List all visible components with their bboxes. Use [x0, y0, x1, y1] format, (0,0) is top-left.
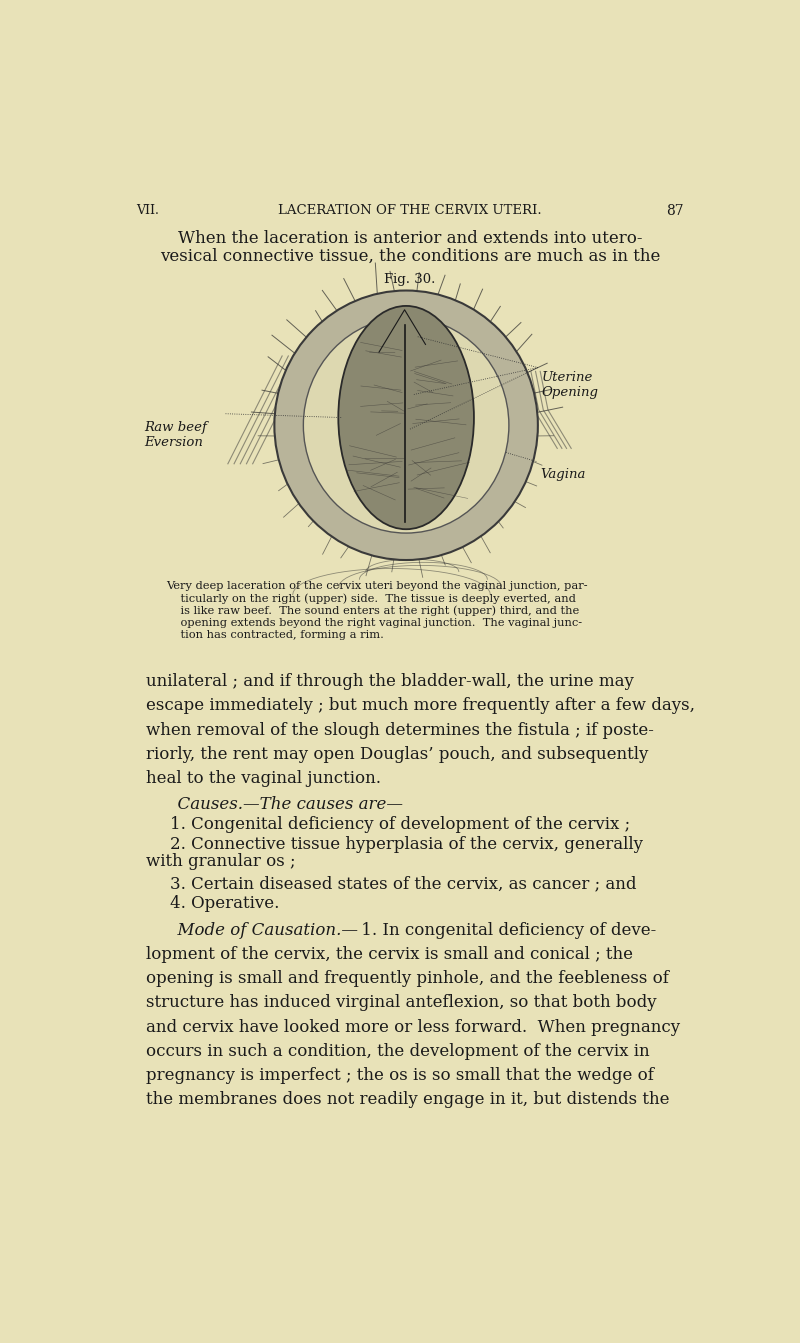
- Text: vesical connective tissue, the conditions are much as in the: vesical connective tissue, the condition…: [160, 247, 660, 265]
- Text: LACERATION OF THE CERVIX UTERI.: LACERATION OF THE CERVIX UTERI.: [278, 204, 542, 216]
- Text: with granular os ;: with granular os ;: [146, 853, 296, 870]
- Text: Mode of Causation.—: Mode of Causation.—: [146, 921, 358, 939]
- Text: VII.: VII.: [137, 204, 159, 216]
- Text: 3. Certain diseased states of the cervix, as cancer ; and: 3. Certain diseased states of the cervix…: [170, 874, 636, 892]
- Ellipse shape: [303, 317, 509, 533]
- Text: 1. Congenital deficiency of development of the cervix ;: 1. Congenital deficiency of development …: [170, 817, 630, 834]
- Text: 2. Connective tissue hyperplasia of the cervix, generally: 2. Connective tissue hyperplasia of the …: [170, 837, 642, 853]
- Text: Causes.—The causes are—: Causes.—The causes are—: [146, 796, 403, 814]
- Ellipse shape: [338, 306, 474, 529]
- Text: opening extends beyond the right vaginal junction.  The vaginal junc-: opening extends beyond the right vaginal…: [166, 618, 582, 627]
- Text: Vagina: Vagina: [540, 467, 586, 481]
- Text: unilateral ; and if through the bladder-wall, the urine may
escape immediately ;: unilateral ; and if through the bladder-…: [146, 673, 695, 787]
- Text: ticularly on the right (upper) side.  The tissue is deeply everted, and: ticularly on the right (upper) side. The…: [166, 594, 576, 604]
- Text: 4. Operative.: 4. Operative.: [170, 894, 279, 912]
- Ellipse shape: [274, 290, 538, 560]
- Text: tion has contracted, forming a rim.: tion has contracted, forming a rim.: [166, 630, 384, 641]
- Text: When the laceration is anterior and extends into utero-: When the laceration is anterior and exte…: [178, 231, 642, 247]
- Text: Very deep laceration of the cervix uteri beyond the vaginal junction, par-: Very deep laceration of the cervix uteri…: [166, 580, 587, 591]
- Text: Uterine
Opening: Uterine Opening: [542, 372, 598, 399]
- Text: is like raw beef.  The sound enters at the right (upper) third, and the: is like raw beef. The sound enters at th…: [166, 606, 579, 616]
- Text: Fig. 30.: Fig. 30.: [384, 273, 436, 286]
- Text: Raw beef
Eversion: Raw beef Eversion: [144, 422, 207, 450]
- Text: 1. In congenital deficiency of deve-
lopment of the cervix, the cervix is small : 1. In congenital deficiency of deve- lop…: [146, 921, 681, 1108]
- Text: 87: 87: [666, 204, 683, 218]
